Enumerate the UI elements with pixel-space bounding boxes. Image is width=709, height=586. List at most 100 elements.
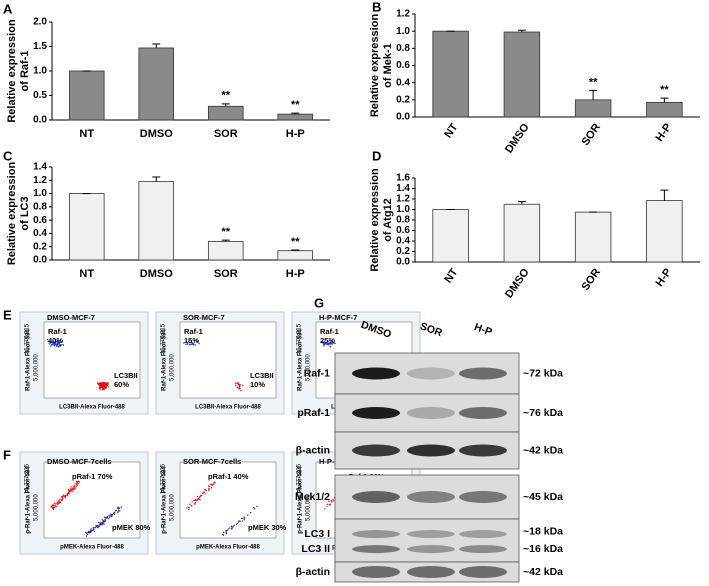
y-axis-label: Relative expression <box>6 19 18 123</box>
event-dot <box>241 384 244 387</box>
event-dot <box>243 517 246 519</box>
event-dot <box>240 384 242 386</box>
event-dot <box>64 495 66 498</box>
x-axis-label: LC3BII-Alexa Fluor-488 <box>195 405 261 411</box>
y-tick-label: 0.2 <box>33 241 47 252</box>
event-dot <box>104 384 107 386</box>
bar <box>503 203 541 263</box>
y-tick-label: 1.2 <box>396 9 410 20</box>
event-dot <box>186 343 189 345</box>
event-dot <box>58 342 60 345</box>
event-dot <box>227 528 230 530</box>
event-dot <box>108 517 110 520</box>
row-label: Raf-1 <box>304 367 330 379</box>
event-dot <box>323 341 326 343</box>
y-tick-label: 1.4 <box>396 183 410 194</box>
event-dot <box>66 495 69 497</box>
error-bar <box>660 97 669 103</box>
band <box>352 491 400 503</box>
plot-title: DMSO-MCF-7 <box>47 313 95 322</box>
event-dot <box>113 512 116 514</box>
event-dot <box>238 385 241 388</box>
y-tick-label: 1.4 <box>33 162 47 173</box>
x-tick-label: NT <box>442 121 460 140</box>
x-tick-label: H-P <box>654 267 675 289</box>
bar <box>207 105 244 121</box>
y-axis-label: of Mek-1 <box>382 43 394 88</box>
band <box>352 530 400 539</box>
event-dot <box>205 493 207 495</box>
event-dot <box>59 341 61 343</box>
event-dot <box>208 489 210 492</box>
y-tick-label: 0.2 <box>396 94 410 105</box>
event-dot <box>326 343 328 346</box>
event-dot <box>190 343 193 346</box>
event-dot <box>194 340 196 342</box>
event-dot <box>87 531 90 534</box>
significance: ** <box>221 90 230 102</box>
event-dot <box>56 344 58 347</box>
event-dot <box>97 383 100 386</box>
event-dot <box>86 533 89 536</box>
y-tick-label: 0.0 <box>33 255 47 266</box>
event-dot <box>321 341 324 343</box>
gate-label: 60% <box>114 380 129 389</box>
event-dot <box>50 505 53 507</box>
bar <box>277 113 314 121</box>
plot-area <box>43 461 141 539</box>
y-tick-label: 0.4 <box>396 77 410 88</box>
event-dot <box>329 341 331 344</box>
bar <box>574 211 612 263</box>
panel-letter: E <box>3 307 12 322</box>
y-tick-label: 0.8 <box>33 201 47 212</box>
blot-strip <box>334 518 520 563</box>
event-dot <box>327 340 329 343</box>
x-tick-label: NT <box>79 128 94 140</box>
size-label: ~76 kDa <box>523 407 563 419</box>
y-axis-label: of Atg12 <box>382 198 394 242</box>
event-dot <box>75 483 78 485</box>
event-dot <box>102 521 104 523</box>
y-tick-label: 0.6 <box>396 225 410 236</box>
event-dot <box>243 519 246 521</box>
event-dot <box>193 499 196 502</box>
event-dot <box>113 513 116 516</box>
y-axis-label: Raf-1-Alexa Fluor-594 <box>26 328 32 390</box>
event-dot <box>231 527 233 530</box>
event-dot <box>98 521 100 523</box>
event-dot <box>54 502 56 505</box>
event-dot <box>88 530 90 533</box>
event-dot <box>327 342 330 345</box>
plot-title: SOR-MCF-7cells <box>183 457 241 466</box>
event-dot <box>233 524 235 526</box>
event-dot <box>56 505 58 508</box>
bar <box>432 209 469 263</box>
gate-label: pRaf-1 70% <box>72 472 113 481</box>
x-tick-label: SOR <box>214 268 238 280</box>
bar <box>68 70 105 121</box>
event-dot <box>62 344 65 346</box>
event-dot <box>72 486 75 488</box>
event-dot <box>103 389 105 391</box>
event-dot <box>242 517 244 520</box>
event-dot <box>75 480 78 483</box>
band <box>459 444 507 457</box>
event-dot <box>332 341 334 343</box>
row-label: Mek1/2 <box>295 491 330 503</box>
event-dot <box>119 510 121 512</box>
y-axis-label: p-Raf-1-Alexa Fluor-594 <box>298 466 304 534</box>
event-dot <box>326 505 328 508</box>
event-dot <box>101 389 103 391</box>
event-dot <box>225 532 227 534</box>
event-dot <box>250 512 252 514</box>
y-tick-label: 0.0 <box>396 112 410 123</box>
event-dot <box>231 526 233 528</box>
event-dot <box>199 495 201 498</box>
row-label: LC3 II <box>301 543 330 555</box>
event-dot <box>106 516 109 518</box>
event-dot <box>110 516 113 518</box>
event-dot <box>196 340 199 343</box>
axis-max: 16,777,215 <box>25 463 31 494</box>
event-dot <box>49 342 52 344</box>
